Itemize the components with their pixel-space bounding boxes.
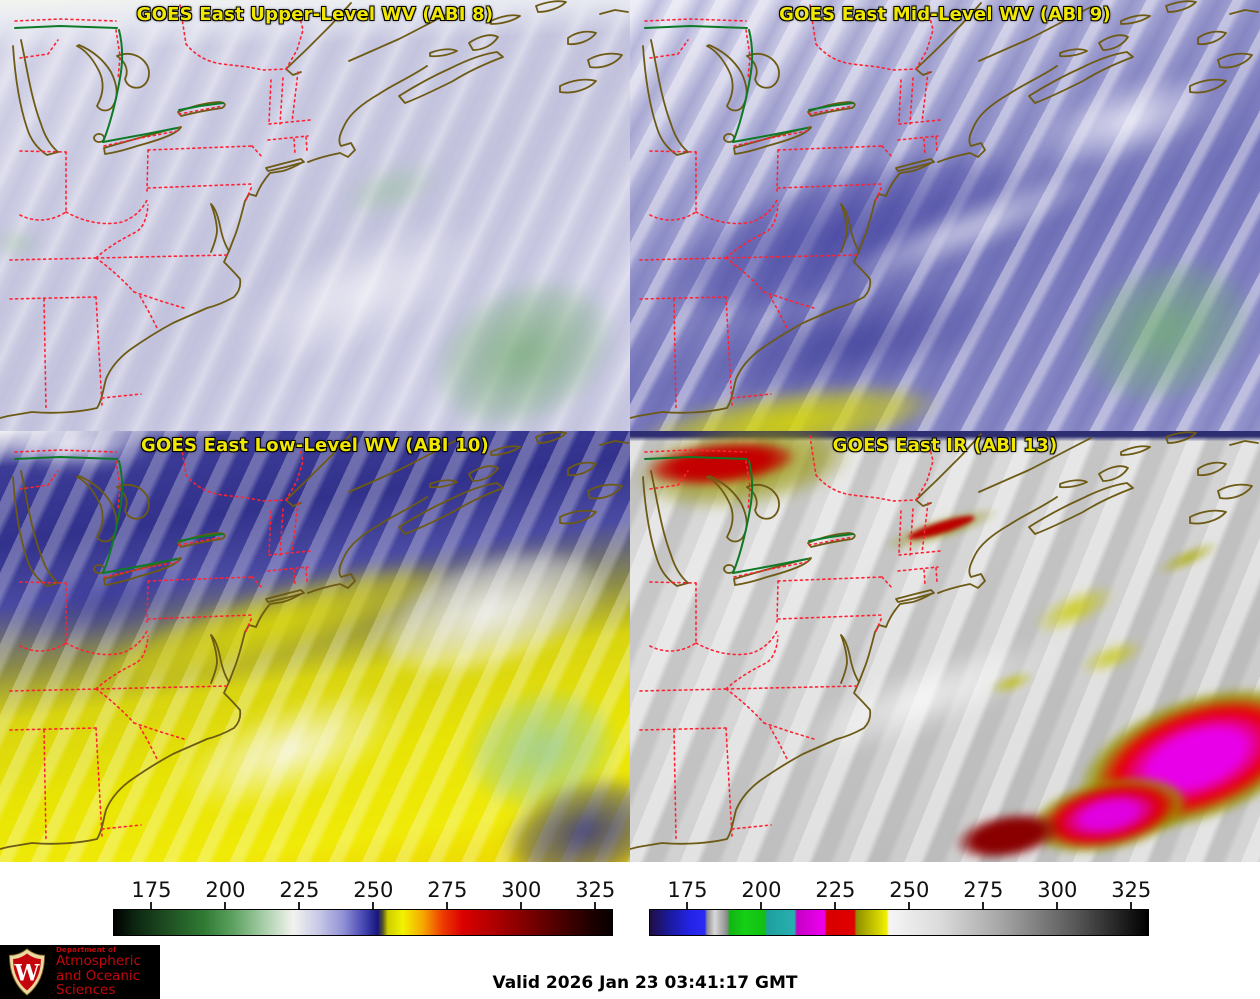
colorbar-tick-mark — [372, 902, 375, 909]
logo-line-2: Atmospheric — [56, 953, 141, 970]
panel-title-abi8: GOES East Upper-Level WV (ABI 8) — [136, 4, 494, 25]
colorbar-tick-mark — [446, 902, 449, 909]
colorbar-ir-tick-labels: 175 200 225 250 275 300 325 — [649, 872, 1152, 902]
panel-title-abi13: GOES East IR (ABI 13) — [832, 435, 1058, 456]
colorbar-tick-label: 175 — [131, 878, 172, 902]
panel-abi13: GOES East IR (ABI 13) — [630, 431, 1260, 862]
colorbar-tick-mark — [1130, 902, 1133, 909]
colorbar-wv: 175 200 225 250 275 300 325 — [113, 872, 616, 936]
panel-abi10: GOES East Low-Level WV (ABI 10) — [0, 431, 630, 862]
colorbar-tick-label: 325 — [1111, 878, 1152, 902]
colorbar-tick-mark — [594, 902, 597, 909]
valid-timestamp: Valid 2026 Jan 23 03:41:17 GMT — [492, 973, 798, 993]
colorbar-tick-label: 300 — [501, 878, 542, 902]
uw-aos-logo: W Department of Atmospheric and Oceanic … — [0, 945, 160, 999]
colorbar-tick-label: 225 — [815, 878, 856, 902]
map-overlay — [0, 431, 629, 850]
colorbar-tick-label: 225 — [279, 878, 320, 902]
colorbar-tick-label: 175 — [667, 878, 708, 902]
colorbar-tick-mark — [1056, 902, 1059, 909]
colorbar-tick-label: 325 — [575, 878, 616, 902]
satellite-imagery-abi10 — [0, 431, 630, 862]
colorbar-wv-gradient — [113, 909, 613, 936]
logo-line-3: and Oceanic Sciences — [56, 967, 141, 998]
colorbar-tick-label: 200 — [741, 878, 782, 902]
logo-text: Department of Atmospheric and Oceanic Sc… — [56, 946, 160, 998]
colorbar-ir: 175 200 225 250 275 300 325 — [649, 872, 1152, 936]
panel-abi8: GOES East Upper-Level WV (ABI 8) — [0, 0, 630, 431]
colorbar-tick-mark — [150, 902, 153, 909]
colorbar-tick-label: 200 — [205, 878, 246, 902]
colorbar-wv-tick-labels: 175 200 225 250 275 300 325 — [113, 872, 616, 902]
colorbar-ir-gradient — [649, 909, 1149, 936]
colorbar-tick-mark — [760, 902, 763, 909]
satellite-imagery-abi8 — [0, 0, 630, 431]
colorbar-tick-mark — [224, 902, 227, 909]
map-overlay — [630, 431, 1259, 850]
colorbar-tick-mark — [834, 902, 837, 909]
crest-monogram: W — [14, 960, 41, 986]
panel-title-abi9: GOES East Mid-Level WV (ABI 9) — [779, 4, 1111, 25]
map-overlay — [0, 0, 629, 419]
panel-abi9: GOES East Mid-Level WV (ABI 9) — [630, 0, 1260, 431]
colorbar-ir-tick-marks — [649, 902, 1149, 909]
logo-line-1: Department of — [56, 946, 117, 955]
colorbar-tick-mark — [686, 902, 689, 909]
colorbar-tick-label: 275 — [427, 878, 468, 902]
colorbar-tick-mark — [982, 902, 985, 909]
uw-crest-icon: W — [8, 948, 46, 996]
colorbar-tick-label: 275 — [963, 878, 1004, 902]
map-overlay — [630, 0, 1259, 419]
panel-title-abi10: GOES East Low-Level WV (ABI 10) — [141, 435, 489, 456]
satellite-imagery-abi13 — [630, 431, 1260, 862]
colorbar-tick-mark — [298, 902, 301, 909]
colorbar-tick-mark — [908, 902, 911, 909]
colorbar-tick-label: 250 — [353, 878, 394, 902]
colorbar-tick-label: 250 — [889, 878, 930, 902]
colorbar-wv-tick-marks — [113, 902, 613, 909]
satellite-imagery-abi9 — [630, 0, 1260, 431]
colorbar-tick-mark — [520, 902, 523, 909]
colorbar-tick-label: 300 — [1037, 878, 1078, 902]
